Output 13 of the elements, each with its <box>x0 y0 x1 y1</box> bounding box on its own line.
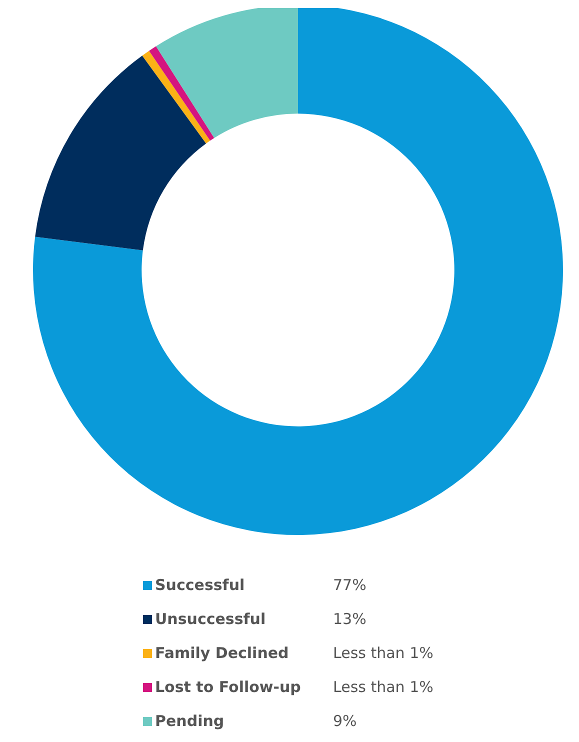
legend-label: Lost to Follow-up <box>155 678 302 696</box>
data-label: Less than 1% <box>333 678 434 696</box>
data-label: Less than 1% <box>333 644 434 662</box>
legend-label: Pending <box>155 712 224 730</box>
donut-slice <box>35 56 206 250</box>
data-label: 13% <box>333 610 366 628</box>
legend-label: Successful <box>155 576 245 594</box>
data-label: 77% <box>333 576 366 594</box>
legend-label: Family Declined <box>155 644 289 662</box>
donut-slice <box>142 50 210 144</box>
donut-slice <box>149 46 214 141</box>
data-label: 9% <box>333 712 357 730</box>
legend-label: Unsuccessful <box>155 610 266 628</box>
